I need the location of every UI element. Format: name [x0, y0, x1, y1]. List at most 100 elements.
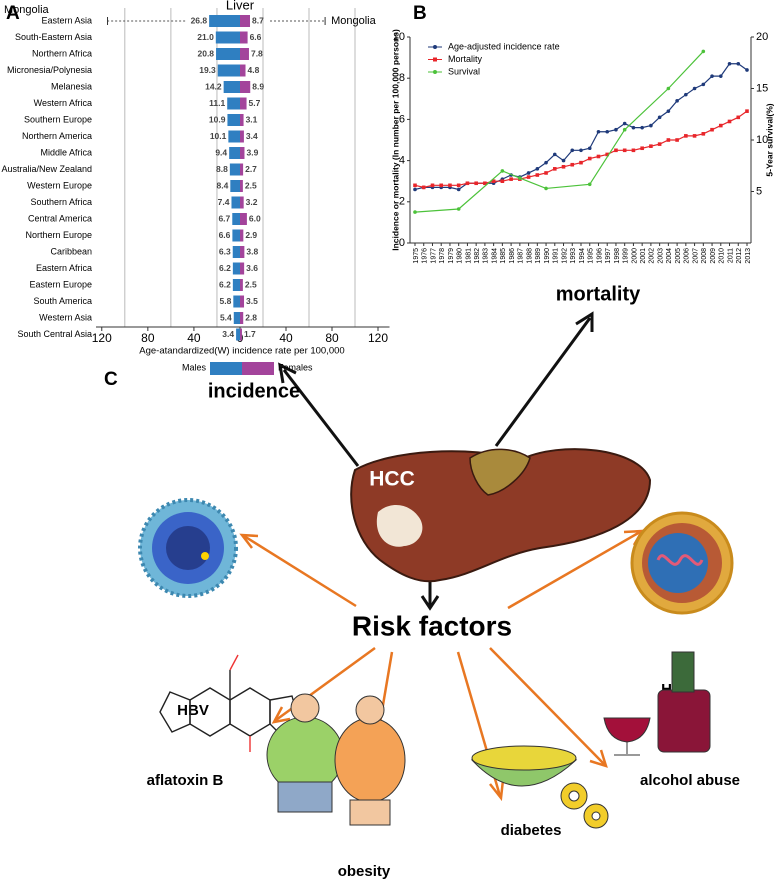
- marker: [509, 177, 513, 181]
- hcc-label: HCC: [369, 468, 415, 491]
- data-label: 10.9: [209, 114, 226, 124]
- y-tick-label: South America: [33, 296, 92, 306]
- marker: [718, 74, 723, 78]
- marker: [570, 162, 575, 167]
- x-tick-label: 120: [92, 331, 112, 345]
- bar: [240, 97, 247, 110]
- y-tick-label: Southern Europe: [24, 114, 92, 124]
- diabetes-icon: [470, 745, 609, 829]
- legend-label: Mortality: [448, 54, 483, 64]
- bar: [232, 246, 240, 258]
- data-label: 8.7: [252, 15, 264, 25]
- outcome-label: incidence: [208, 380, 300, 402]
- y-tick-label: Northern Europe: [25, 230, 92, 240]
- x-tick-label: 1990: [544, 248, 551, 264]
- diagram: HCC incidence mortality Risk factors HBV: [138, 283, 740, 880]
- bar: [240, 328, 242, 341]
- marker: [622, 127, 627, 132]
- y-tick-label: Western Asia: [39, 312, 92, 322]
- bar: [209, 15, 240, 27]
- x-tick-label: 1977: [430, 248, 437, 264]
- marker: [535, 167, 540, 171]
- data-label: 6.0: [249, 213, 261, 223]
- x-tick-label: 2008: [701, 248, 708, 264]
- marker: [614, 148, 618, 153]
- marker: [561, 164, 566, 169]
- outcome-label: mortality: [556, 283, 641, 305]
- x-tick-label: 2002: [649, 248, 656, 264]
- x-tick-label: 1975: [413, 248, 420, 264]
- data-label: 6.2: [219, 279, 231, 289]
- data-label: 3.4: [222, 329, 234, 339]
- x-tick-label: 1989: [535, 248, 542, 264]
- data-label: 2.5: [245, 180, 257, 190]
- data-label: 3.8: [246, 246, 258, 256]
- y2-tick-label: 5: [756, 185, 762, 197]
- data-label: 8.4: [216, 180, 228, 190]
- marker: [736, 61, 741, 66]
- bar: [240, 15, 251, 27]
- marker: [692, 134, 697, 138]
- data-label: 1.7: [244, 329, 256, 339]
- x-tick-label: 2009: [710, 248, 717, 264]
- data-label: 6.6: [250, 32, 262, 42]
- bar: [240, 295, 245, 308]
- panel-label: B: [413, 3, 427, 24]
- data-label: 2.8: [245, 312, 257, 322]
- x-tick-label: 1994: [579, 248, 586, 264]
- data-label: 3.4: [246, 131, 258, 141]
- data-label: 10.1: [210, 131, 227, 141]
- y-tick-label: 8: [399, 72, 405, 84]
- data-label: 6.7: [218, 213, 230, 223]
- y-tick-label: Eastern Asia: [41, 15, 92, 25]
- marker: [421, 185, 426, 190]
- marker: [640, 146, 644, 151]
- marker: [413, 187, 417, 192]
- x-tick-label: 80: [141, 331, 155, 345]
- legend-marker: [433, 45, 437, 49]
- y-tick-label: Eastern Africa: [36, 263, 92, 273]
- x-tick-label: 1995: [588, 248, 595, 264]
- marker: [544, 171, 548, 175]
- bar: [240, 114, 244, 126]
- x-tick-label: 1991: [553, 248, 560, 264]
- x-tick-label: 1979: [448, 248, 455, 264]
- y-tick-label: Western Europe: [27, 180, 92, 190]
- series-line: [414, 63, 748, 191]
- marker: [727, 119, 732, 124]
- data-label: 21.0: [197, 32, 214, 42]
- marker: [657, 115, 662, 120]
- bar: [230, 180, 240, 192]
- bar: [232, 262, 240, 275]
- bar: [229, 147, 240, 159]
- data-label: 7.4: [218, 197, 230, 207]
- marker: [474, 181, 478, 186]
- data-label: 5.8: [219, 296, 231, 306]
- marker: [526, 175, 531, 179]
- y-tick-label: Central America: [28, 213, 92, 223]
- panel-label: A: [6, 3, 20, 24]
- x-tick-label: 2006: [684, 248, 691, 264]
- bar: [240, 213, 247, 225]
- x-tick-label: 1998: [614, 248, 621, 264]
- hcv-icon: [630, 511, 734, 615]
- marker: [736, 115, 741, 120]
- marker: [718, 123, 723, 128]
- y-tick-label: Eastern Europe: [29, 279, 92, 289]
- marker: [535, 173, 540, 177]
- marker: [701, 82, 706, 87]
- y-tick-label: Southern Africa: [30, 197, 92, 207]
- marker: [622, 121, 627, 126]
- marker: [465, 181, 470, 186]
- data-label: 11.1: [209, 98, 225, 108]
- marker: [692, 86, 697, 91]
- y-tick-label: Micronesia/Polynesia: [7, 65, 92, 75]
- legend-swatch: [210, 362, 242, 375]
- marker: [579, 160, 583, 165]
- marker: [544, 186, 548, 191]
- x-tick-label: 2000: [631, 248, 638, 264]
- marker: [456, 183, 461, 188]
- factor-label: HBV: [177, 702, 209, 719]
- data-label: 8.9: [252, 81, 264, 91]
- bar: [240, 147, 245, 159]
